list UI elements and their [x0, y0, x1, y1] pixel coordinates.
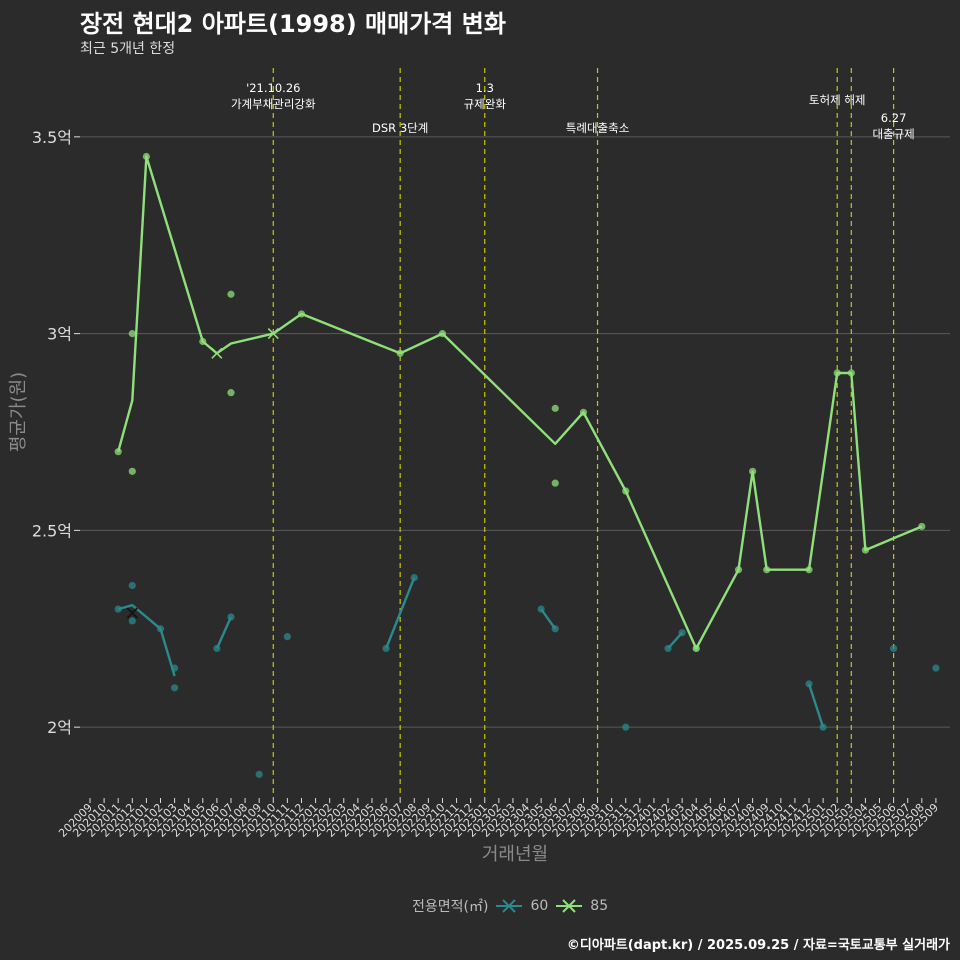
series-line-60 — [117, 604, 176, 677]
event-label: 6.27 — [881, 111, 907, 125]
data-point-85 — [128, 330, 136, 338]
series-line-85 — [117, 155, 923, 650]
event-label: 가계부채관리강화 — [231, 97, 316, 111]
legend: 전용면적(㎡) 60 85 — [412, 896, 608, 916]
legend-title: 전용면적(㎡) — [412, 899, 489, 915]
y-tick-label: 2억 — [47, 718, 72, 737]
event-label: '21.10.26 — [246, 81, 300, 95]
y-axis-title: 평균가(원) — [8, 372, 29, 452]
series-line-60 — [384, 577, 416, 649]
x-marker-60 — [126, 607, 138, 619]
data-point-60 — [114, 605, 122, 613]
series-line-60 — [215, 616, 233, 649]
event-label: DSR 3단계 — [372, 121, 428, 135]
chart-subtitle: 최근 5개년 한정 — [80, 41, 176, 57]
x-axis-title: 거래년월 — [482, 844, 548, 865]
x-marker-85 — [267, 328, 279, 340]
data-point-60 — [128, 581, 136, 590]
event-label: 1.3 — [476, 81, 494, 95]
series-line-60 — [540, 608, 557, 630]
x-marker-85 — [211, 347, 223, 359]
event-label: 규제완화 — [464, 97, 507, 111]
event-label: 대출규제 — [872, 127, 914, 141]
legend-swatch-85-icon — [556, 898, 583, 914]
data-point-85 — [128, 467, 136, 475]
data-point-60 — [890, 644, 898, 653]
event-label: 토허제 해제 — [809, 93, 866, 107]
data-point-60 — [622, 723, 630, 731]
data-point-60 — [283, 633, 291, 641]
legend-swatch-60-icon — [496, 898, 523, 914]
y-tick-label: 3억 — [47, 325, 72, 344]
chart-title: 장전 현대2 아파트(1998) 매매가격 변화 — [80, 10, 506, 38]
source-caption: ©디아파트(dapt.kr) / 2025.09.25 / 자료=국토교통부 실… — [566, 938, 950, 953]
data-point-85 — [227, 389, 235, 397]
data-point-85 — [227, 290, 235, 298]
data-point-60 — [170, 684, 179, 692]
data-point-60 — [128, 617, 136, 625]
legend-label-85: 85 — [590, 898, 609, 914]
series-line-60 — [807, 683, 825, 728]
y-tick-label: 3.5억 — [32, 128, 72, 147]
data-point-85 — [551, 404, 559, 412]
data-point-60 — [932, 664, 940, 672]
data-point-85 — [551, 479, 559, 487]
y-tick-label: 2.5억 — [32, 521, 72, 540]
series-line-60 — [667, 631, 683, 650]
legend-label-60: 60 — [530, 898, 549, 914]
event-label: 특례대출축소 — [566, 121, 629, 135]
data-point-60 — [255, 770, 263, 778]
